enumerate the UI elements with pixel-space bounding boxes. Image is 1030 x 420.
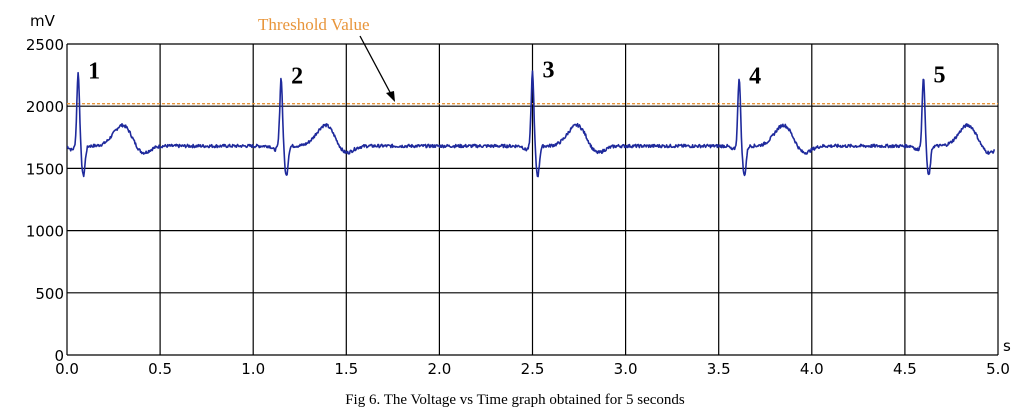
x-tick-label: 4.5: [893, 360, 917, 378]
peak-label: 4: [749, 64, 761, 90]
y-tick-labels: 0 500 1000 1500 2000 2500: [26, 36, 64, 365]
figure-caption: Fig 6. The Voltage vs Time graph obtaine…: [345, 392, 685, 408]
y-tick-label: 1000: [26, 223, 64, 241]
x-tick-label: 2.0: [427, 360, 451, 378]
peak-labels: 1 2 3 4 5: [88, 57, 945, 89]
x-tick-label: 1.0: [241, 360, 265, 378]
peak-label: 1: [88, 59, 100, 85]
threshold-label: Threshold Value: [258, 15, 370, 34]
grid: [66, 43, 999, 356]
y-tick-label: 0: [54, 347, 64, 365]
peak-label: 2: [291, 64, 303, 90]
x-axis-label: s: [1003, 337, 1011, 355]
x-tick-label: 4.0: [800, 360, 824, 378]
ecg-series-line: [66, 70, 996, 178]
x-tick-labels: 0.0 0.5 1.0 1.5 2.0 2.5 3.0 3.5 4.0 4.5 5.0: [55, 360, 1010, 378]
x-tick-label: 0.0: [55, 360, 79, 378]
peak-label: 3: [543, 57, 555, 83]
x-tick-label: 5.0: [986, 360, 1010, 378]
y-tick-label: 2000: [26, 98, 64, 116]
threshold-arrow: [359, 35, 393, 97]
y-axis-label: mV: [30, 12, 56, 30]
peak-label: 5: [934, 62, 946, 88]
x-tick-label: 3.0: [614, 360, 638, 378]
x-tick-label: 0.5: [148, 360, 172, 378]
y-tick-label: 1500: [26, 160, 64, 178]
voltage-time-chart: 0 500 1000 1500 2000 2500 0.0 0.5 1.0 1.5 2.0 2.5 3…: [26, 12, 1011, 378]
y-tick-label: 500: [35, 285, 64, 303]
x-tick-label: 2.5: [521, 360, 545, 378]
x-tick-label: 3.5: [707, 360, 731, 378]
x-tick-label: 1.5: [334, 360, 358, 378]
threshold-arrow-head: [386, 91, 395, 102]
y-tick-label: 2500: [26, 36, 64, 54]
